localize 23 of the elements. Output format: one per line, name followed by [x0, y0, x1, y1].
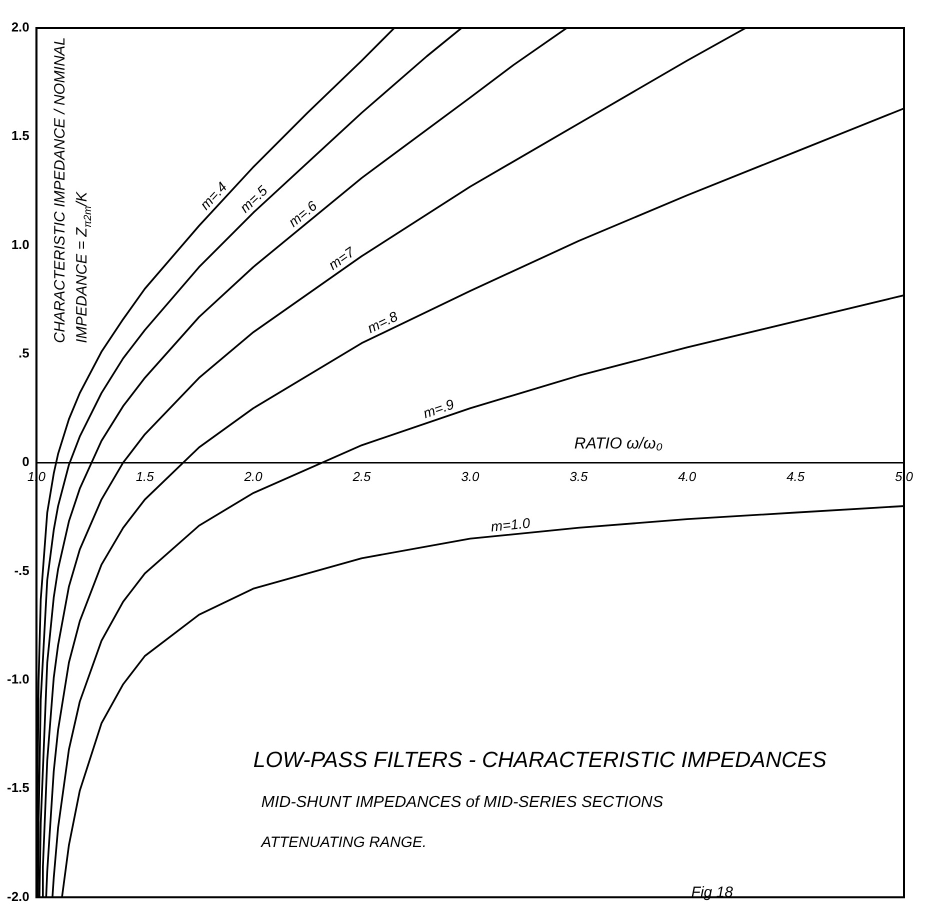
text: LOW-PASS FILTERS - CHARACTERISTIC IMPEDANCES	[253, 746, 827, 772]
x-tick-label: 3.0	[461, 469, 480, 484]
x-tick-label: 3.5	[570, 469, 588, 484]
y-tick-label: -2.0	[6, 888, 30, 904]
x-tick-label: 1.5	[136, 469, 155, 484]
x-axis-title: RATIO ω/ω₀	[574, 436, 663, 453]
y-tick-label: 1.0	[11, 236, 30, 252]
x-tick-label: 2.0	[243, 469, 264, 484]
annotation: ATTENUATING RANGE.	[260, 834, 427, 851]
x-tick-label: 4.0	[678, 469, 697, 484]
y-tick-label: 1.5	[11, 128, 30, 144]
x-tick-label: 4.5	[786, 469, 806, 484]
y-tick-label: -1.5	[6, 780, 30, 796]
y-tick-label: -.5	[14, 562, 30, 578]
y-tick-label: 2.0	[11, 20, 30, 35]
text: m=.9	[421, 396, 456, 422]
text: m=.8	[364, 308, 400, 336]
x-tick-label: 2.5	[352, 469, 372, 484]
text: MID-SHUNT IMPEDANCES of MID-SERIES SECTIONS	[261, 794, 664, 811]
y-tick-label: -1.0	[6, 671, 30, 686]
text: m=1.0	[490, 514, 531, 534]
y-tick-label: .5	[18, 346, 30, 361]
y-tick-label: 0	[22, 454, 30, 470]
